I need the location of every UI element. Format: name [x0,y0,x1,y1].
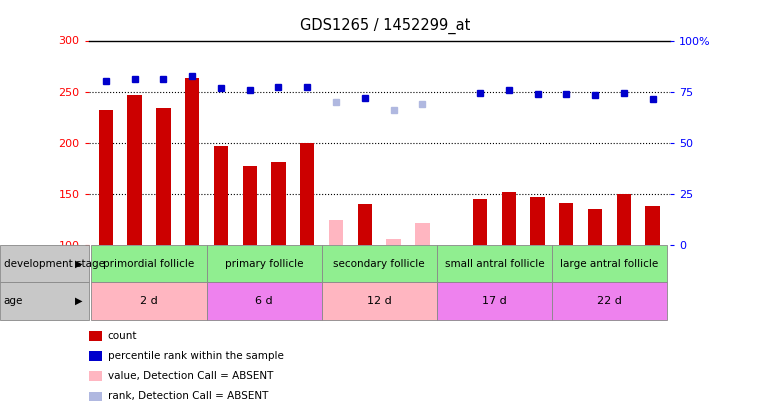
Bar [415,222,430,245]
Text: count: count [108,331,137,341]
Bar [243,166,257,245]
Bar [473,199,487,245]
Text: GDS1265 / 1452299_at: GDS1265 / 1452299_at [300,18,470,34]
Text: 22 d: 22 d [597,296,622,306]
Bar [559,203,574,245]
Bar [300,143,314,245]
Bar [214,146,228,245]
Bar [357,204,372,245]
Bar [156,108,171,245]
Bar [588,209,602,245]
Text: large antral follicle: large antral follicle [561,259,658,269]
Text: ▶: ▶ [75,296,82,306]
Bar [387,239,401,245]
Bar [127,95,142,245]
Text: secondary follicle: secondary follicle [333,259,425,269]
Bar [185,78,199,245]
Text: 17 d: 17 d [482,296,507,306]
Bar [99,110,113,245]
Bar [329,220,343,245]
Text: rank, Detection Call = ABSENT: rank, Detection Call = ABSENT [108,392,268,401]
Text: percentile rank within the sample: percentile rank within the sample [108,351,283,361]
Text: 6 d: 6 d [256,296,273,306]
Text: primary follicle: primary follicle [225,259,303,269]
Bar [531,197,544,245]
Text: 2 d: 2 d [140,296,158,306]
Bar [645,206,660,245]
Bar [271,162,286,245]
Bar [617,194,631,245]
Bar [501,192,516,245]
Text: development stage: development stage [4,259,105,269]
Text: age: age [4,296,23,306]
Text: primordial follicle: primordial follicle [103,259,195,269]
Text: ▶: ▶ [75,259,82,269]
Text: small antral follicle: small antral follicle [444,259,544,269]
Text: 12 d: 12 d [367,296,392,306]
Text: value, Detection Call = ABSENT: value, Detection Call = ABSENT [108,371,273,381]
